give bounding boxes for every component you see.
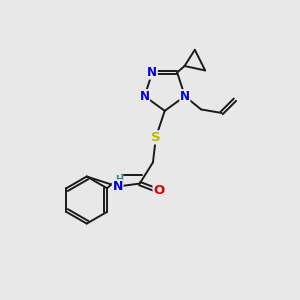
Text: O: O [153,184,164,197]
Text: N: N [140,90,150,103]
Text: N: N [112,180,123,193]
Text: S: S [151,131,161,144]
Text: N: N [180,90,190,103]
Text: N: N [147,66,157,79]
Text: H: H [115,175,123,185]
